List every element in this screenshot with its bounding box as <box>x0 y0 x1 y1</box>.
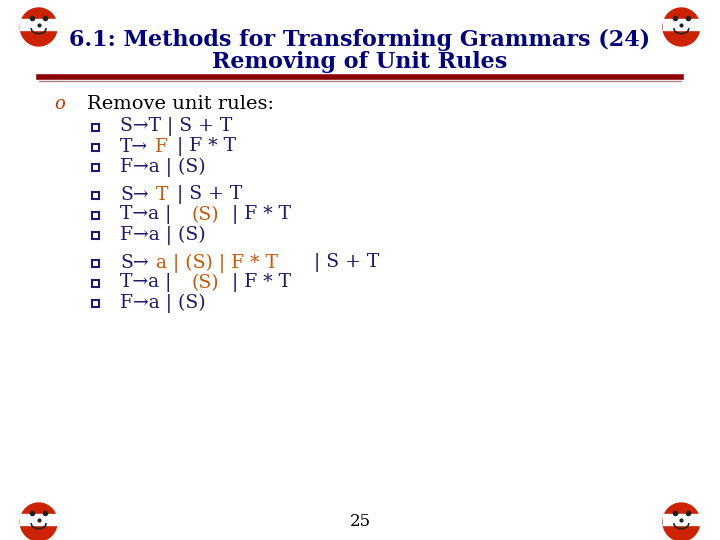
FancyBboxPatch shape <box>663 19 700 30</box>
FancyBboxPatch shape <box>92 192 99 199</box>
FancyBboxPatch shape <box>92 144 99 151</box>
Text: | S + T: | S + T <box>308 253 379 273</box>
Text: | F * T: | F * T <box>171 138 236 157</box>
Circle shape <box>20 8 57 46</box>
Text: | S + T: | S + T <box>171 186 243 205</box>
Text: | F * T: | F * T <box>226 206 291 225</box>
Text: Removing of Unit Rules: Removing of Unit Rules <box>212 51 508 73</box>
FancyBboxPatch shape <box>92 280 99 287</box>
FancyBboxPatch shape <box>20 19 57 30</box>
Text: F→a | (S): F→a | (S) <box>120 157 206 177</box>
Text: F→a | (S): F→a | (S) <box>120 225 206 245</box>
Text: S→T | S + T: S→T | S + T <box>120 118 233 137</box>
Circle shape <box>663 8 700 46</box>
Circle shape <box>20 503 57 540</box>
Text: S→: S→ <box>120 186 148 204</box>
Text: F→a | (S): F→a | (S) <box>120 293 206 313</box>
FancyBboxPatch shape <box>92 300 99 307</box>
FancyBboxPatch shape <box>663 515 700 525</box>
Text: T→a |: T→a | <box>120 206 177 225</box>
Text: 25: 25 <box>349 514 371 530</box>
Text: a | (S) | F * T: a | (S) | F * T <box>156 253 278 273</box>
Text: (S): (S) <box>192 206 220 224</box>
FancyBboxPatch shape <box>20 515 57 525</box>
Text: F: F <box>155 138 168 156</box>
Text: T→a |: T→a | <box>120 273 177 293</box>
FancyBboxPatch shape <box>92 212 99 219</box>
Text: Remove unit rules:: Remove unit rules: <box>87 95 274 113</box>
Text: S→: S→ <box>120 254 148 272</box>
FancyBboxPatch shape <box>92 164 99 171</box>
Text: T→: T→ <box>120 138 148 156</box>
FancyBboxPatch shape <box>92 260 99 267</box>
Text: (S): (S) <box>192 274 220 292</box>
FancyBboxPatch shape <box>92 232 99 239</box>
Text: T: T <box>156 186 168 204</box>
Text: o: o <box>55 95 66 113</box>
Text: 6.1: Methods for Transforming Grammars (24): 6.1: Methods for Transforming Grammars (… <box>69 29 651 51</box>
Text: | F * T: | F * T <box>226 273 291 293</box>
Circle shape <box>663 503 700 540</box>
FancyBboxPatch shape <box>92 124 99 131</box>
